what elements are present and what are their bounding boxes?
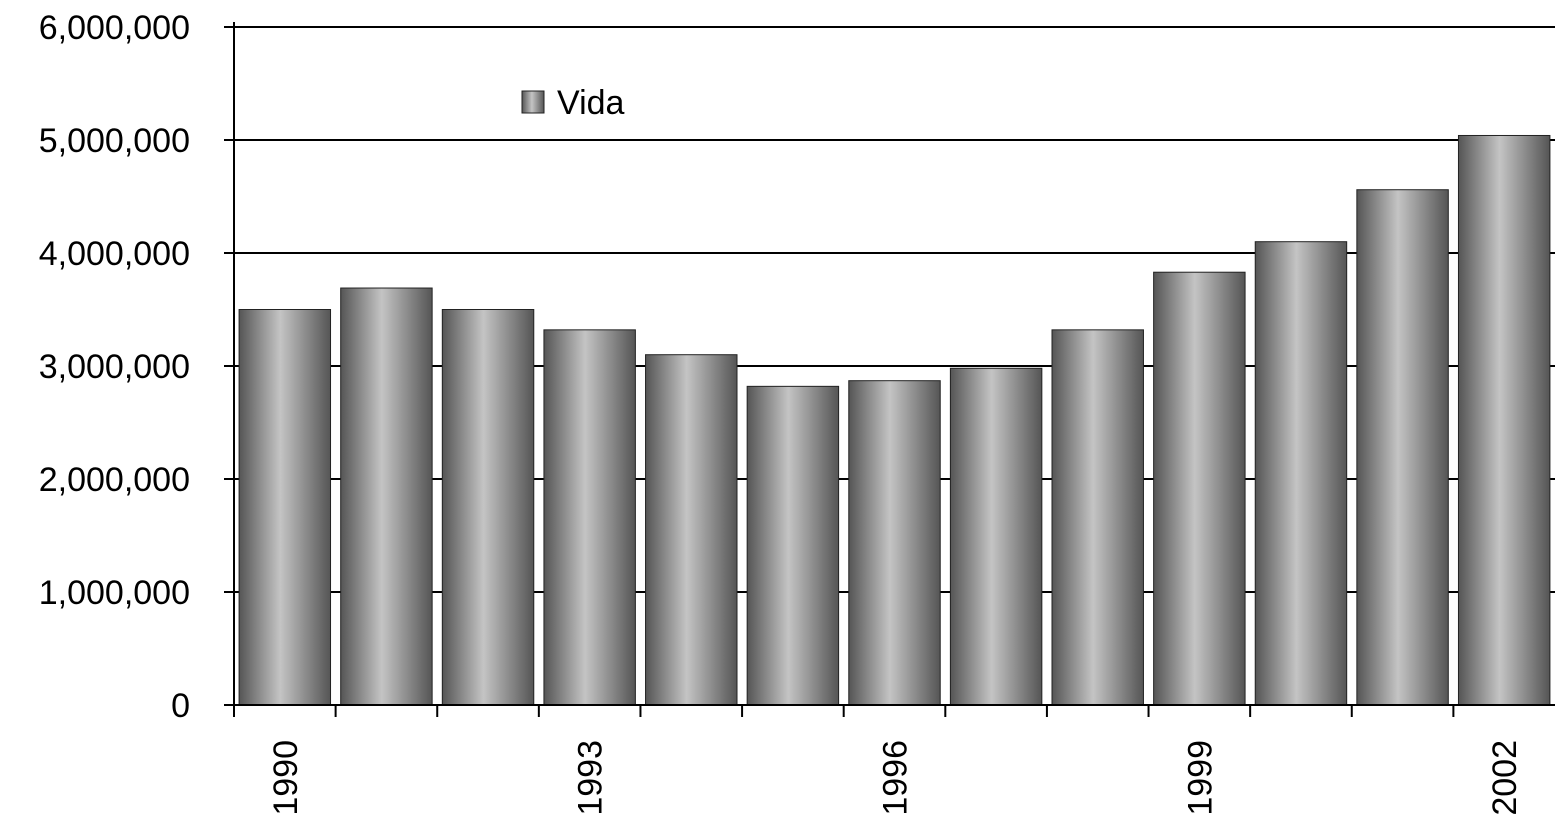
bar — [340, 287, 433, 706]
y-tick-label: 0 — [171, 687, 190, 725]
y-tick-label: 3,000,000 — [39, 348, 190, 386]
bar — [1254, 241, 1348, 706]
y-tick-label: 5,000,000 — [39, 122, 190, 160]
x-tick-label: 1993 — [572, 740, 610, 816]
y-tick-label: 1,000,000 — [39, 574, 190, 612]
y-tick-label: 6,000,000 — [39, 9, 190, 47]
bar — [1153, 271, 1246, 706]
bar — [746, 385, 840, 706]
bar — [238, 309, 332, 706]
bar — [543, 329, 636, 706]
x-tick-label: 1996 — [877, 740, 915, 816]
bar — [441, 309, 535, 706]
bar — [645, 354, 738, 706]
bar — [949, 367, 1043, 706]
bar — [1457, 134, 1551, 706]
legend-label: Vida — [557, 84, 625, 122]
y-tick-label: 2,000,000 — [39, 461, 190, 499]
bar — [1356, 189, 1449, 706]
bar — [1051, 329, 1144, 706]
legend-swatch — [521, 90, 545, 114]
x-tick-label: 2002 — [1486, 740, 1524, 816]
x-tick-label: 1999 — [1181, 740, 1219, 816]
y-tick-label: 4,000,000 — [39, 235, 190, 273]
bar — [848, 380, 941, 706]
x-tick-label: 1990 — [267, 740, 305, 816]
